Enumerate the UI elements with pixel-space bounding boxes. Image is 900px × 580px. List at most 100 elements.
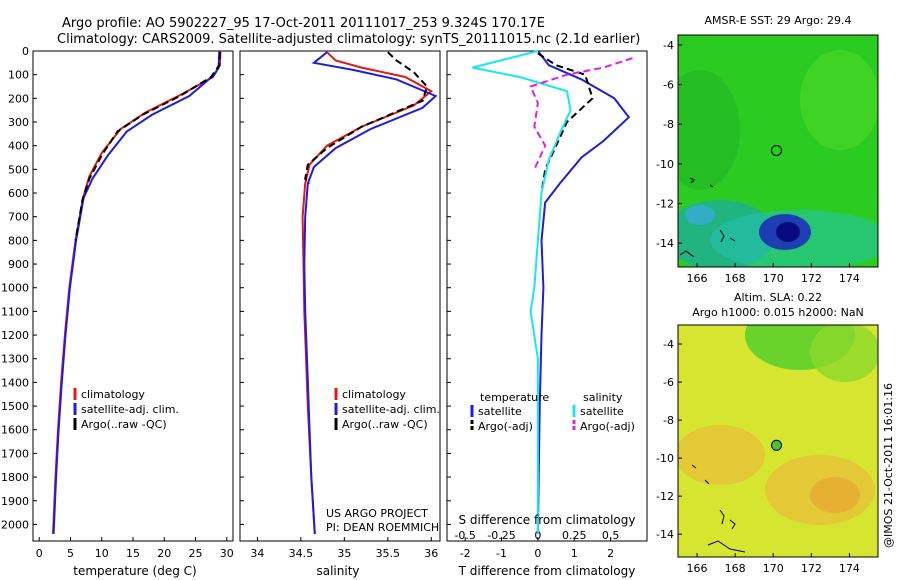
y-tick-label: 100	[8, 69, 29, 82]
plot-frame	[32, 50, 234, 542]
y-tick-label: 800	[8, 234, 29, 247]
x-tick-label: 5	[67, 547, 74, 560]
legend-header-salinity: salinity	[583, 391, 623, 404]
sst-map-argo-marker	[771, 145, 782, 156]
sst-map-frame	[677, 34, 879, 268]
map-x-tick-label: 168	[725, 272, 746, 285]
difference-panel: -2 -1 0 1 2 -0.5 -0.25 0 0.25 0.5 temperature salin…	[446, 50, 648, 560]
map-x-tick-label: 166	[687, 562, 708, 575]
salinity-xlabel: salinity	[316, 564, 359, 578]
y-tick-label: 1700	[1, 447, 29, 460]
x-tick-label: 1	[571, 547, 578, 560]
y-tick-label: 200	[8, 92, 29, 105]
x-tick-label: 34.5	[289, 547, 314, 560]
x-tick-label: 2	[607, 547, 614, 560]
legend-label: satellite-adj. clim.	[342, 403, 440, 416]
sst-map-patch-light	[800, 50, 878, 150]
legend-label: Argo(-adj)	[580, 420, 635, 433]
sla-map-patch-orange3	[810, 477, 860, 513]
project-line1: US ARGO PROJECT	[326, 507, 428, 520]
map-y-tick-label: -8	[663, 118, 674, 131]
map-y-tick-label: -14	[656, 528, 674, 541]
map-y-tick-label: -10	[656, 158, 674, 171]
map-x-tick-label: 174	[839, 562, 860, 575]
sla-map: 166 168 170 172 174 -4 -6 -8 -10 -12 -14	[656, 324, 879, 575]
y-tick-label: 2000	[1, 518, 29, 531]
y-tick-label: 1900	[1, 495, 29, 508]
map-x-tick-label: 172	[801, 272, 822, 285]
imos-credit: @IMOS 21-Oct-2011 16:01:16	[882, 383, 895, 548]
x-tick-label: 34	[250, 547, 264, 560]
sst-map-coast	[679, 177, 736, 258]
series-line-blue	[303, 51, 438, 534]
map-x-tick-label: 174	[839, 272, 860, 285]
top-tick-label: 0.25	[562, 529, 587, 542]
salinity-panel: 34 34.5 35 35.5 36 climatology satellite-adj. …	[239, 50, 441, 560]
sla-map-subtitle: Argo h1000: 0.015 h2000: NaN	[692, 306, 864, 319]
map-x-tick-label: 170	[763, 272, 784, 285]
x-tick-label: 36	[424, 547, 438, 560]
plot-frame	[239, 50, 441, 542]
map-x-tick-label: 168	[725, 562, 746, 575]
series-line-blue	[536, 50, 631, 534]
temperature-panel: 0100200300400500600700800900100011001200…	[1, 45, 234, 560]
map-y-tick-label: -4	[663, 338, 674, 351]
sla-map-patch-green2	[810, 325, 878, 382]
map-y-tick-label: -12	[656, 490, 674, 503]
y-tick-label: 700	[8, 211, 29, 224]
map-y-tick-label: -14	[656, 237, 674, 250]
map-y-tick-label: -6	[663, 376, 674, 389]
sla-map-coast	[691, 464, 746, 553]
x-tick-label: 20	[157, 547, 171, 560]
map-y-tick-label: -4	[663, 39, 674, 52]
plot-frame	[446, 50, 648, 542]
x-tick-label: 35.5	[376, 547, 401, 560]
temperature-xlabel: temperature (deg C)	[73, 564, 196, 578]
map-x-tick-label: 166	[687, 272, 708, 285]
legend-label: satellite-adj. clim.	[81, 403, 179, 416]
y-tick-label: 1600	[1, 424, 29, 437]
top-tick-label: -0.25	[487, 529, 515, 542]
x-tick-label: 10	[95, 547, 109, 560]
y-tick-label: 1200	[1, 329, 29, 342]
y-tick-label: 1500	[1, 400, 29, 413]
y-tick-label: 1100	[1, 305, 29, 318]
x-tick-label: 35	[337, 547, 351, 560]
header-line2: Climatology: CARS2009. Satellite-adjuste…	[57, 32, 640, 47]
series-line-magenta	[529, 57, 633, 170]
difference-toplabel: S difference from climatology	[459, 513, 636, 527]
sst-map-patch-blue-core	[776, 222, 800, 242]
x-tick-label: 25	[189, 547, 203, 560]
y-tick-label: 400	[8, 140, 29, 153]
y-tick-label: 500	[8, 163, 29, 176]
top-tick-label: 0	[534, 529, 541, 542]
project-line2: PI: DEAN ROEMMICH	[326, 521, 439, 534]
sla-map-patch-orange	[678, 425, 765, 485]
y-tick-label: 1300	[1, 353, 29, 366]
legend-label: Argo(-adj)	[478, 420, 533, 433]
y-tick-label: 600	[8, 187, 29, 200]
legend-header-temperature: temperature	[480, 391, 549, 404]
x-tick-label: 30	[220, 547, 234, 560]
legend-label: satellite	[580, 405, 624, 418]
sla-map-argo-marker	[771, 439, 782, 451]
sst-map-patch-dark	[678, 70, 740, 190]
map-x-tick-label: 172	[801, 562, 822, 575]
map-y-tick-label: -10	[656, 452, 674, 465]
x-tick-label: 0	[36, 547, 43, 560]
series-line-red	[52, 50, 222, 534]
y-tick-label: 1800	[1, 471, 29, 484]
x-tick-label: -2	[460, 547, 471, 560]
y-tick-label: 300	[8, 116, 29, 129]
legend-label: Argo(..raw -QC)	[342, 418, 428, 431]
top-tick-label: -0.5	[454, 529, 475, 542]
series-line-black	[304, 51, 429, 185]
sst-map-patch-lightblue	[685, 205, 715, 225]
legend-label: Argo(..raw -QC)	[81, 418, 167, 431]
y-tick-label: 1400	[1, 376, 29, 389]
x-tick-label: -1	[496, 547, 507, 560]
legend-label: climatology	[342, 388, 406, 401]
map-y-tick-label: -6	[663, 79, 674, 92]
sst-map: 166 168 170 172 174 -4 -6 -8 -10 -12 -14	[656, 34, 879, 285]
